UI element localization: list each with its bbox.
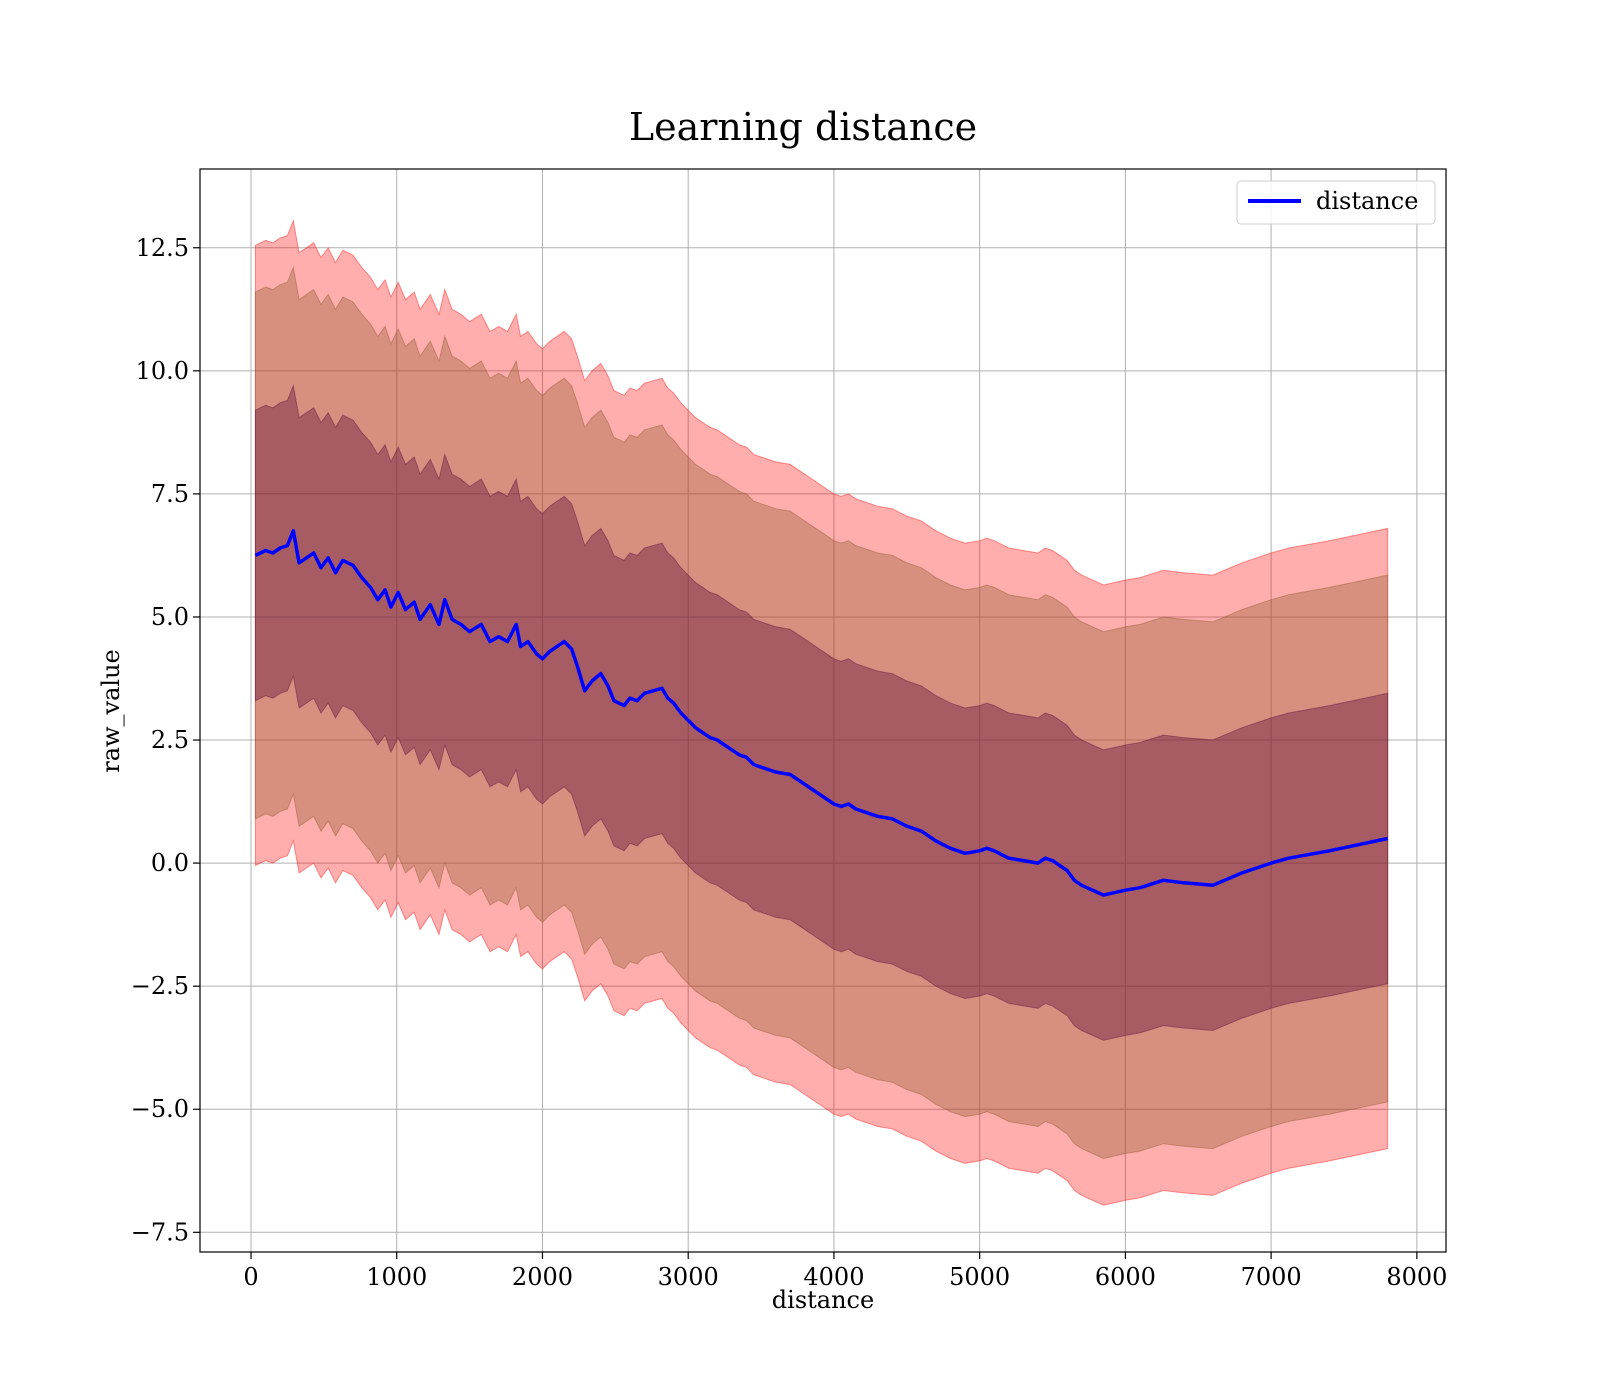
- y-tick-label: −2.5: [131, 972, 189, 1000]
- legend-box: [1236, 180, 1436, 225]
- x-tick-label: 6000: [1095, 1263, 1156, 1291]
- x-axis-ticks: 0 1000 2000 3000 4000 5000 6000 7000 8000: [243, 1252, 1447, 1291]
- y-tick-label: 2.5: [151, 726, 189, 754]
- x-tick-label: 2000: [512, 1263, 573, 1291]
- series-line-distance: [254, 529, 1389, 897]
- x-tick-label: 0: [243, 1263, 258, 1291]
- confidence-band-1: [254, 265, 1389, 1160]
- x-tick-label: 5000: [949, 1263, 1010, 1291]
- legend: distance: [1236, 180, 1436, 225]
- x-axis-label: distance: [772, 1286, 874, 1314]
- x-tick-label: 4000: [803, 1263, 864, 1291]
- confidence-band-2: [254, 383, 1389, 1041]
- grid: [200, 169, 1446, 1252]
- series-lines: [254, 529, 1389, 897]
- confidence-bands: [254, 218, 1389, 1206]
- y-tick-label: −5.0: [131, 1095, 189, 1123]
- y-tick-label: −7.5: [131, 1218, 189, 1246]
- y-tick-label: 7.5: [151, 480, 189, 508]
- y-tick-label: 10.0: [136, 357, 189, 385]
- y-axis-ticks: −7.5 −5.0 −2.5 0.0 2.5 5.0 7.5 10.0 12.5: [131, 234, 200, 1246]
- plot-frame: [199, 168, 1447, 1253]
- y-axis-label: raw_value: [97, 649, 125, 773]
- x-tick-label: 1000: [366, 1263, 427, 1291]
- chart-title: Learning distance: [629, 105, 977, 149]
- x-tick-label: 8000: [1386, 1263, 1447, 1291]
- y-tick-label: 5.0: [151, 603, 189, 631]
- y-tick-label: 12.5: [136, 234, 189, 262]
- confidence-band-0: [254, 218, 1389, 1206]
- x-tick-label: 7000: [1241, 1263, 1302, 1291]
- x-tick-label: 3000: [658, 1263, 719, 1291]
- legend-label-distance: distance: [1316, 187, 1418, 215]
- y-tick-label: 0.0: [151, 849, 189, 877]
